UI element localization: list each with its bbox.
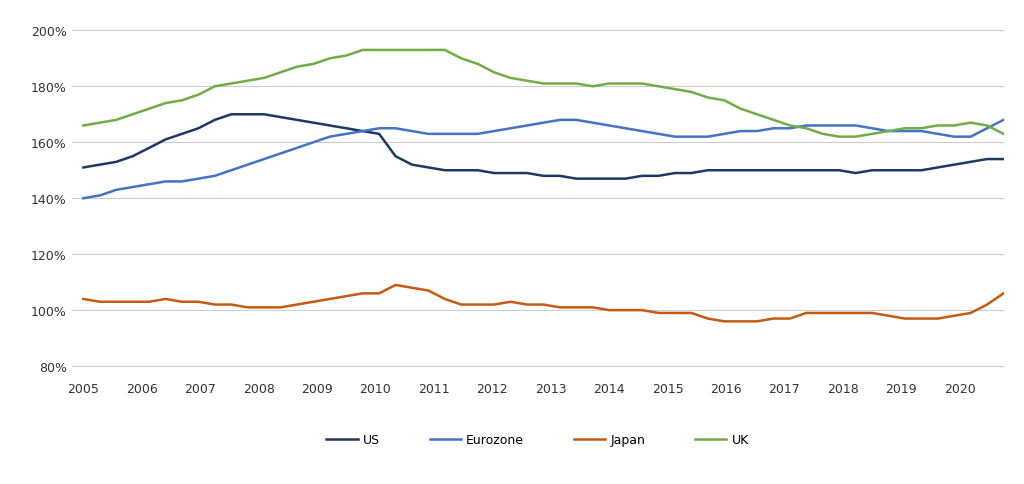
UK bbox=[127, 112, 139, 118]
Eurozone bbox=[718, 132, 730, 137]
Japan bbox=[488, 302, 501, 308]
UK bbox=[834, 135, 846, 140]
Line: Eurozone: Eurozone bbox=[83, 121, 1004, 199]
US bbox=[570, 176, 583, 182]
UK bbox=[718, 98, 730, 104]
Japan bbox=[77, 296, 89, 302]
UK bbox=[111, 118, 123, 123]
Eurozone bbox=[77, 196, 89, 202]
Line: US: US bbox=[83, 115, 1004, 179]
Japan bbox=[389, 283, 401, 288]
Eurozone bbox=[734, 129, 746, 135]
US bbox=[111, 160, 123, 166]
UK bbox=[324, 56, 336, 62]
US bbox=[127, 154, 139, 160]
Japan bbox=[127, 299, 139, 305]
Japan bbox=[751, 319, 763, 325]
Japan bbox=[111, 299, 123, 305]
Eurozone bbox=[997, 118, 1010, 123]
US bbox=[488, 171, 501, 177]
Legend: US, Eurozone, Japan, UK: US, Eurozone, Japan, UK bbox=[322, 428, 754, 451]
Eurozone bbox=[472, 132, 484, 137]
US bbox=[225, 112, 238, 118]
Eurozone bbox=[554, 118, 566, 123]
Japan bbox=[718, 319, 730, 325]
Line: UK: UK bbox=[83, 51, 1004, 137]
UK bbox=[997, 132, 1010, 137]
Eurozone bbox=[324, 135, 336, 140]
Japan bbox=[997, 291, 1010, 297]
Japan bbox=[324, 296, 336, 302]
UK bbox=[356, 48, 369, 54]
US bbox=[997, 157, 1010, 163]
UK bbox=[488, 70, 501, 76]
US bbox=[734, 168, 746, 174]
US bbox=[340, 126, 352, 132]
UK bbox=[77, 123, 89, 129]
Eurozone bbox=[111, 187, 123, 193]
UK bbox=[734, 106, 746, 112]
Line: Japan: Japan bbox=[83, 286, 1004, 322]
Japan bbox=[734, 319, 746, 325]
Eurozone bbox=[127, 185, 139, 191]
US bbox=[751, 168, 763, 174]
US bbox=[77, 165, 89, 171]
